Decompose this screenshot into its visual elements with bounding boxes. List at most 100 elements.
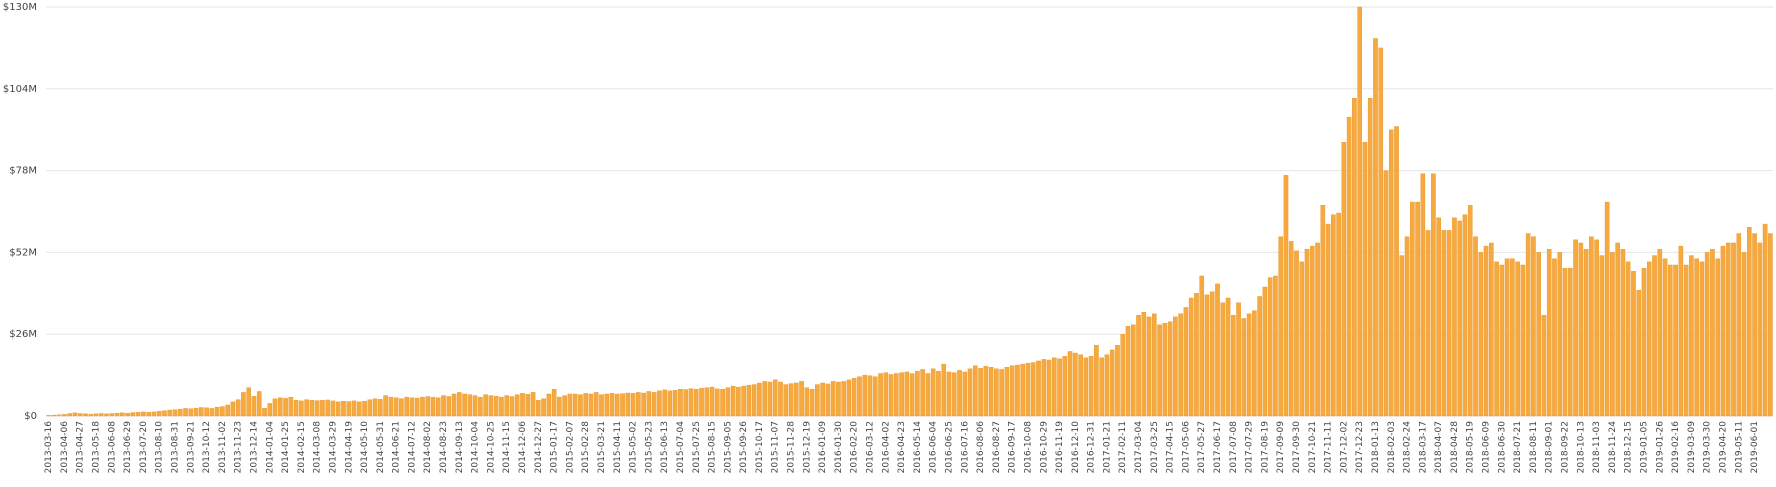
bar [1636, 289, 1642, 417]
bar [1357, 6, 1362, 417]
x-tick-label: 2018-08-11 [1529, 421, 1539, 473]
bar [725, 387, 731, 417]
bar [309, 400, 315, 417]
x-tick-label: 2014-01-04 [265, 421, 275, 474]
bar [1657, 249, 1663, 417]
bar [1262, 286, 1268, 417]
bar [1199, 275, 1205, 417]
bar [1704, 252, 1710, 417]
x-tick-label: 2013-07-20 [139, 421, 149, 474]
bar [98, 413, 104, 417]
bar [67, 413, 72, 417]
x-tick-label: 2016-01-30 [834, 421, 844, 474]
bar [299, 400, 304, 417]
bar [1662, 258, 1668, 417]
x-tick-label: 2016-10-29 [1039, 421, 1049, 474]
x-tick-label: 2014-01-25 [281, 421, 291, 473]
bar [209, 408, 215, 417]
bar [1552, 258, 1557, 417]
bar [1020, 363, 1026, 417]
bar [425, 396, 431, 417]
bar [620, 393, 625, 417]
x-tick-label: 2015-02-07 [565, 421, 575, 473]
bar [1546, 249, 1552, 417]
bar [704, 387, 710, 417]
bar [799, 381, 804, 417]
bar [193, 407, 199, 417]
bar [609, 393, 615, 417]
x-tick-label: 2015-12-19 [802, 421, 812, 474]
bar [857, 376, 862, 417]
bar [546, 393, 552, 417]
bar [1115, 345, 1120, 417]
bar [246, 387, 252, 417]
bar [1336, 212, 1341, 417]
bar [1725, 242, 1731, 417]
bar [1631, 271, 1636, 417]
x-tick-label: 2017-03-04 [1134, 421, 1144, 474]
bar [772, 379, 778, 417]
bar [277, 397, 283, 417]
x-tick-label: 2017-05-06 [1181, 421, 1191, 474]
x-tick-label: 2014-04-19 [344, 421, 354, 474]
x-tick-label: 2013-06-29 [123, 421, 133, 474]
bar [56, 414, 62, 417]
bar [815, 384, 820, 417]
x-tick-label: 2016-10-08 [1023, 421, 1033, 474]
bar [214, 406, 220, 417]
bar [1346, 116, 1352, 417]
x-tick-label: 2014-08-23 [439, 421, 449, 473]
bar [504, 395, 510, 417]
x-tick-label: 2013-10-12 [202, 421, 212, 473]
bar [1009, 365, 1015, 417]
bar [678, 389, 683, 417]
bar [1273, 275, 1278, 417]
bar [125, 412, 130, 417]
bar [372, 398, 378, 417]
x-tick-label: 2018-04-28 [1450, 421, 1460, 474]
bar [699, 388, 704, 417]
x-tick-label: 2015-06-13 [660, 421, 670, 473]
bar [693, 389, 699, 417]
bar [651, 392, 657, 417]
x-tick-label: 2017-07-29 [1245, 421, 1255, 474]
bar [830, 381, 836, 417]
bar [1541, 315, 1547, 417]
bar [1589, 236, 1594, 417]
x-tick-label: 2017-09-09 [1276, 421, 1286, 474]
bar [1741, 252, 1747, 417]
bar [483, 394, 488, 417]
x-tick-label: 2019-03-30 [1703, 421, 1713, 474]
bar [557, 396, 562, 417]
x-tick-label: 2017-05-27 [1197, 421, 1207, 473]
bar [1615, 242, 1620, 417]
bar [599, 394, 604, 417]
x-tick-label: 2016-12-31 [1087, 421, 1097, 473]
bar [1320, 205, 1326, 417]
bar [1241, 318, 1247, 417]
x-tick-label: 2019-02-16 [1671, 421, 1681, 474]
bar [1610, 252, 1615, 417]
bar [441, 395, 446, 417]
x-tick-label: 2014-02-15 [297, 421, 307, 473]
bar [1531, 236, 1536, 417]
bar [757, 382, 762, 417]
x-tick-label: 2016-03-12 [866, 421, 876, 473]
bar [1762, 223, 1768, 417]
bar [820, 382, 825, 417]
bar [1757, 242, 1763, 417]
bar [1510, 258, 1515, 417]
bar [730, 385, 736, 417]
bar [572, 393, 578, 417]
bar [1051, 357, 1057, 417]
bar [225, 404, 230, 417]
bar [804, 387, 810, 417]
x-tick-label: 2018-10-13 [1576, 421, 1586, 473]
bar [1362, 142, 1368, 417]
bar [1594, 239, 1599, 417]
bar [188, 408, 194, 417]
bar [156, 411, 162, 417]
x-tick-label: 2015-04-11 [613, 421, 623, 473]
bar [62, 414, 67, 417]
bar [267, 403, 273, 417]
